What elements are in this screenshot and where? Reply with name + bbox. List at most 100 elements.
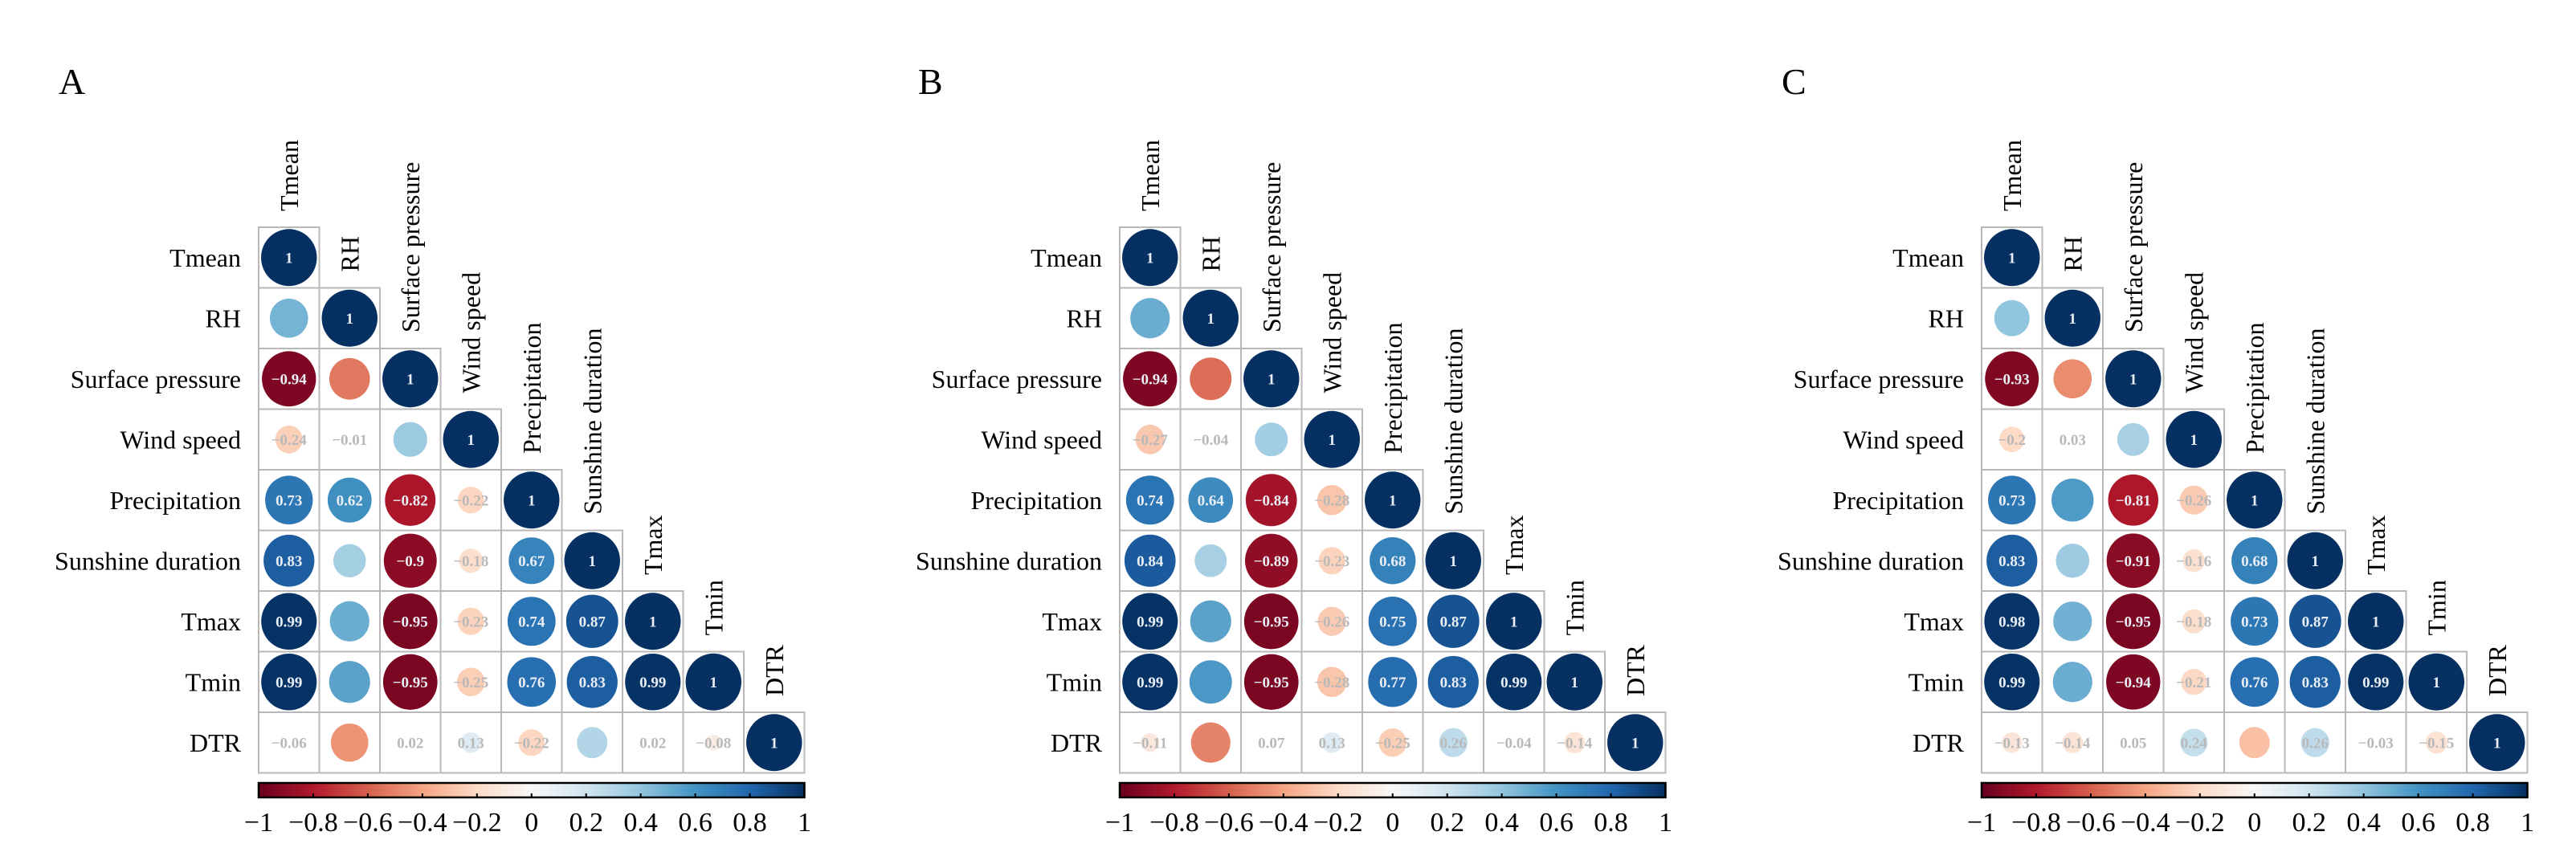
matrix-cell: 0.74 — [500, 590, 563, 653]
panel-letter: A — [59, 61, 85, 102]
correlation-value: 1 — [1510, 614, 1518, 630]
matrix-cell: −0.14 — [2041, 711, 2104, 774]
correlation-value: 0.5 — [1141, 311, 1160, 328]
matrix-cell: 0.07 — [1240, 711, 1303, 774]
matrix-cell: 1 — [1179, 287, 1242, 349]
matrix-cell: 0.05 — [2102, 711, 2165, 774]
matrix-cell: 1 — [2162, 408, 2225, 471]
correlation-circle — [2108, 474, 2159, 526]
correlation-value: 0.37 — [397, 432, 424, 449]
correlation-circle — [275, 425, 303, 454]
correlation-value: 0.87 — [579, 614, 606, 630]
correlation-circle — [1986, 534, 2038, 587]
matrix-cell: 0.99 — [2345, 650, 2407, 713]
column-label: Tmax — [1500, 515, 1529, 575]
row-label: RH — [206, 304, 241, 332]
correlation-value: −0.23 — [453, 614, 488, 630]
matrix-cell: 0.84 — [1119, 529, 1182, 592]
correlation-circle — [261, 653, 317, 711]
matrix-cell: 0.83 — [1422, 650, 1484, 713]
matrix-cell: 0.5 — [1119, 287, 1182, 349]
correlation-value: 0.99 — [1137, 675, 1163, 691]
correlation-circle — [1425, 532, 1481, 589]
correlation-value: −0.21 — [2176, 675, 2211, 691]
correlation-circle — [1135, 424, 1165, 455]
matrix-cell: 0.83 — [561, 650, 623, 713]
correlation-value: −0.3 — [2240, 735, 2268, 752]
correlation-value: −0.84 — [1254, 492, 1290, 509]
row-label: Precipitation — [109, 486, 241, 515]
correlation-circle — [329, 357, 370, 400]
panel-c: C 1 0.4 1 −0.93 −0.47 1 −0.2 0.03 0.33 1 0.73 0.57 −0… — [1778, 61, 2534, 838]
correlation-value: −0.81 — [2116, 492, 2151, 509]
matrix-cell: 0.99 — [1119, 650, 1182, 713]
correlation-value: 0.76 — [518, 675, 545, 691]
cell-frame — [318, 408, 381, 471]
correlation-value: 0.57 — [2060, 492, 2087, 509]
matrix-cell: 0.68 — [1361, 529, 1424, 592]
correlation-value: 1 — [1329, 432, 1337, 449]
correlation-value: 0.54 — [337, 675, 364, 691]
matrix-cell: 0.4 — [1981, 287, 2043, 349]
matrix-cell: −0.26 — [2162, 469, 2225, 532]
correlation-value: 1 — [2069, 311, 2077, 328]
matrix-cell: 0.5 — [2041, 650, 2104, 713]
matrix-cell: −0.91 — [2102, 529, 2165, 592]
correlation-value: 0.83 — [579, 675, 606, 691]
correlation-value: −0.18 — [453, 553, 488, 570]
matrix-cell: −0.23 — [1300, 529, 1363, 592]
colorbar-tick-label: −1 — [244, 808, 273, 838]
correlation-circle — [2287, 532, 2343, 589]
matrix-cell: 0.26 — [1422, 711, 1484, 774]
correlation-value: 1 — [710, 675, 718, 691]
row-label: RH — [1067, 304, 1102, 332]
correlation-circle — [2182, 609, 2206, 634]
correlation-value: −0.95 — [393, 614, 428, 630]
matrix-cell: 1 — [500, 469, 563, 532]
matrix-cell: −0.08 — [682, 711, 745, 774]
cell-frame — [379, 711, 442, 774]
colorbar-tick-label: 0 — [1386, 808, 1399, 838]
matrix-cell: 0.37 — [379, 408, 442, 471]
matrix-cell: 1 — [2102, 348, 2165, 410]
matrix-cell: −0.03 — [2345, 711, 2407, 774]
colorbar-tick-label: −0.6 — [1204, 808, 1254, 838]
correlation-circle — [460, 732, 481, 753]
correlation-circle — [1243, 654, 1299, 710]
correlation-value: 0.13 — [458, 735, 484, 752]
colorbar-tick-label: 0.6 — [1539, 808, 1574, 838]
matrix-cell: 0.26 — [2284, 711, 2346, 774]
row-label: Precipitation — [1832, 486, 1964, 515]
correlation-value: 1 — [2190, 432, 2198, 449]
matrix-cell: 1 — [318, 287, 381, 349]
matrix-cell: −0.5 — [1179, 711, 1242, 774]
colorbar-tick-label: 0.8 — [2456, 808, 2490, 838]
matrix-cell: −0.94 — [1119, 348, 1182, 410]
correlation-value: 1 — [285, 250, 293, 267]
matrix-cell: 0.76 — [500, 650, 563, 713]
row-label: Tmean — [1892, 243, 1964, 272]
cell-frame — [1240, 711, 1303, 774]
correlation-value: 1 — [1146, 250, 1154, 267]
correlation-value: 0.98 — [1998, 614, 2025, 630]
matrix-cell: 1 — [1119, 226, 1182, 289]
correlation-value: 0.13 — [1319, 735, 1345, 752]
correlation-circle — [1486, 593, 1542, 650]
correlation-circle — [269, 298, 308, 338]
correlation-circle — [1317, 667, 1347, 698]
correlation-value: 0.05 — [2120, 735, 2146, 752]
correlation-circle — [1243, 593, 1299, 650]
matrix-cell: 0.98 — [1981, 590, 2043, 653]
column-label: RH — [1196, 236, 1225, 271]
correlation-circle — [1122, 653, 1178, 711]
colorbar-tick-label: 0.6 — [2401, 808, 2435, 838]
correlation-value: 0.99 — [1500, 675, 1527, 691]
colorbar-tick-label: 0.6 — [678, 808, 712, 838]
correlation-circle — [321, 289, 378, 347]
matrix-cell: −0.84 — [1240, 469, 1303, 532]
correlation-circle — [1245, 474, 1297, 527]
matrix-cell: 0.74 — [1119, 469, 1182, 532]
correlation-circle — [457, 607, 484, 635]
correlation-value: −0.13 — [1994, 735, 2030, 752]
row-label: Tmax — [181, 607, 241, 636]
